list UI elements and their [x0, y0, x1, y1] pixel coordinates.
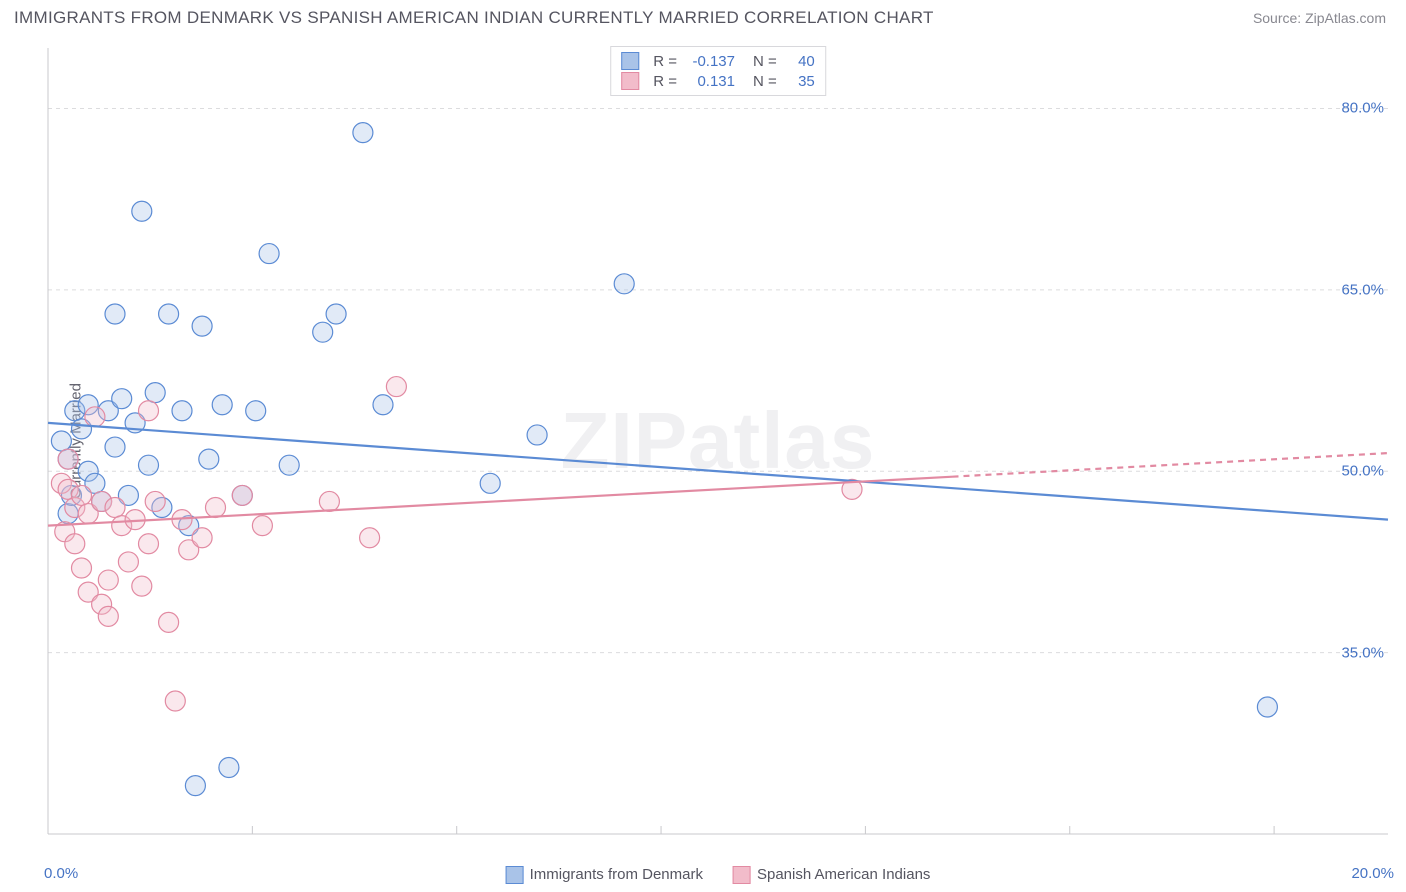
legend-swatch	[506, 866, 524, 884]
n-label: N =	[753, 53, 777, 70]
r-value: 0.131	[685, 73, 735, 90]
r-label: R =	[653, 53, 677, 70]
r-label: R =	[653, 73, 677, 90]
legend-swatch	[621, 52, 639, 70]
n-value: 35	[785, 73, 815, 90]
y-tick-label: 50.0%	[1341, 463, 1384, 480]
n-value: 40	[785, 53, 815, 70]
correlation-legend-row: R = -0.137 N = 40	[621, 51, 815, 71]
y-tick-label: 80.0%	[1341, 100, 1384, 117]
legend-item: Spanish American Indians	[733, 866, 930, 884]
legend-swatch	[621, 72, 639, 90]
chart-title: IMMIGRANTS FROM DENMARK VS SPANISH AMERI…	[14, 8, 934, 28]
y-tick-label: 65.0%	[1341, 281, 1384, 298]
r-value: -0.137	[685, 53, 735, 70]
legend-swatch	[733, 866, 751, 884]
correlation-legend-box: R = -0.137 N = 40 R = 0.131 N = 35	[610, 46, 826, 96]
x-tick-max: 20.0%	[1351, 865, 1394, 882]
x-axis-row: 0.0% Immigrants from Denmark Spanish Amer…	[46, 858, 1390, 888]
legend-item: Immigrants from Denmark	[506, 866, 703, 884]
source-attribution: Source: ZipAtlas.com	[1253, 10, 1386, 26]
n-label: N =	[753, 73, 777, 90]
chart-area: ZIPatlas Currently Married 35.0%50.0%65.…	[46, 46, 1390, 836]
scatter-plot-svg	[46, 46, 1390, 836]
y-tick-label: 35.0%	[1341, 644, 1384, 661]
x-tick-min: 0.0%	[44, 865, 78, 882]
series-legend: Immigrants from Denmark Spanish American …	[506, 866, 931, 884]
correlation-legend-row: R = 0.131 N = 35	[621, 71, 815, 91]
